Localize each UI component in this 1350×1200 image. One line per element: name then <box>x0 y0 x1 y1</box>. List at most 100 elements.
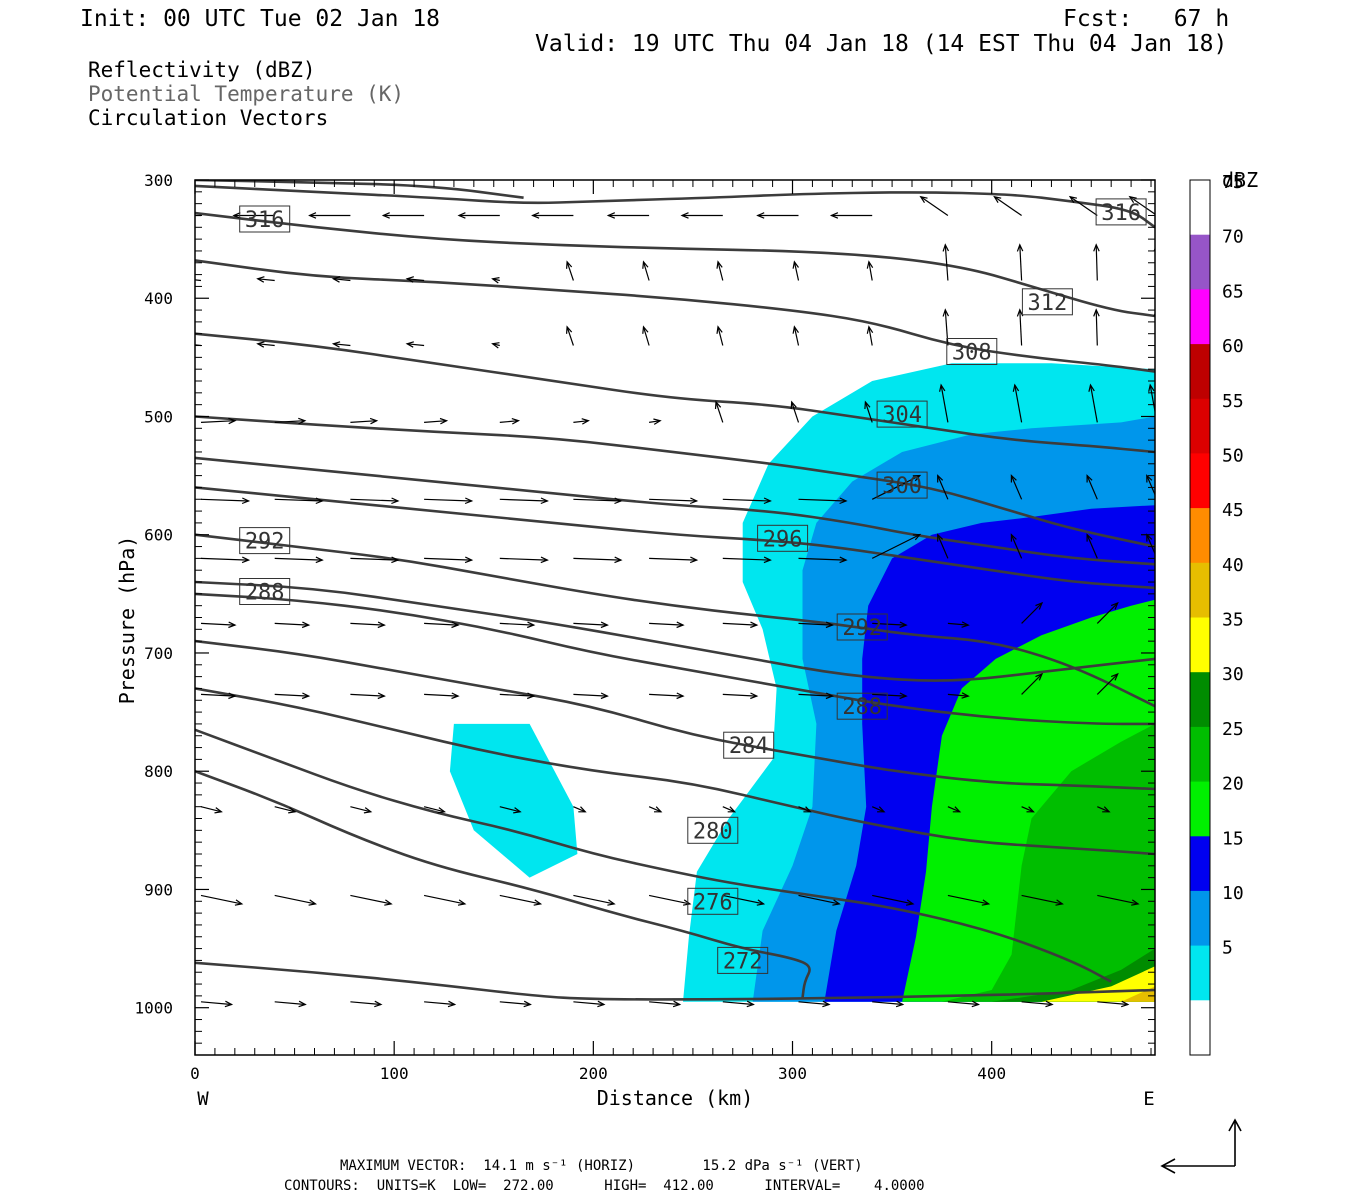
vector-arrow <box>1086 474 1098 500</box>
svg-text:300: 300 <box>882 474 922 499</box>
vector-arrow <box>947 806 962 813</box>
vector-arrow <box>722 556 772 564</box>
colorbar-segment <box>1190 453 1210 509</box>
vector-arrow <box>499 556 549 564</box>
contour-label-312: 312 <box>1021 288 1073 316</box>
vector-arrow <box>1097 806 1111 813</box>
colorbar-segment <box>1190 836 1210 892</box>
reflectivity-region-40-8 <box>1121 986 1155 1002</box>
vector-arrow <box>331 276 351 283</box>
colorbar-level-label: 15 <box>1222 828 1244 849</box>
theta-contour-288 <box>195 592 1155 726</box>
vector-arrow <box>499 1000 532 1008</box>
vector-arrow <box>1021 1000 1054 1008</box>
vector-arrow <box>1021 672 1044 695</box>
vector-arrow <box>1093 243 1100 281</box>
vector-arrow <box>1097 1000 1130 1008</box>
y-tick-label: 1000 <box>134 999 173 1018</box>
vector-arrow <box>573 894 616 906</box>
vector-arrow <box>722 1000 755 1008</box>
vector-arrow <box>722 692 759 700</box>
colorbar-level-label: 5 <box>1222 938 1233 959</box>
svg-text:288: 288 <box>842 695 882 720</box>
colorbar-segment <box>1190 1000 1210 1056</box>
vector-arrow <box>573 497 623 505</box>
colorbar-segment <box>1190 890 1210 947</box>
theta-contour-284 <box>195 639 1155 791</box>
vector-arrow <box>1021 601 1044 624</box>
vector-arrow <box>798 806 812 813</box>
vector-arrow <box>1093 308 1100 346</box>
contour-label-304: 304 <box>876 400 928 428</box>
colorbar-segment <box>1190 562 1210 618</box>
vector-arrow <box>649 692 685 700</box>
x-tick-label: 400 <box>977 1064 1006 1083</box>
vector-arrow <box>274 806 297 814</box>
vector-arrow <box>798 621 835 629</box>
vector-arrow <box>350 417 379 425</box>
colorbar-segment <box>1190 398 1210 454</box>
y-tick-label: 300 <box>144 171 173 190</box>
vector-arrow <box>942 308 950 346</box>
vector-arrow <box>200 417 237 425</box>
theta-contour-304 <box>195 332 1155 454</box>
vector-arrow <box>424 1000 457 1008</box>
colorbar-level-label: 70 <box>1222 227 1244 248</box>
vector-arrow <box>1157 674 1177 694</box>
contour-label-296: 296 <box>757 524 809 552</box>
colorbar-level-label: 45 <box>1222 500 1244 521</box>
vector-arrow <box>499 497 549 505</box>
vector-arrow <box>195 344 202 347</box>
vector-arrow <box>405 276 425 283</box>
vector-arrow <box>1068 195 1098 216</box>
vector-arrow <box>864 400 873 423</box>
maximum-vector-note: MAXIMUM VECTOR: 14.1 m s⁻¹ (HORIZ) 15.2 … <box>340 1158 863 1174</box>
contour-label-316: 316 <box>1095 198 1147 226</box>
vector-arrow <box>606 212 650 219</box>
vector-arrow <box>1012 383 1023 423</box>
vector-arrow <box>232 212 275 219</box>
vector-arrow <box>1157 807 1169 812</box>
theta-contour-316 <box>195 184 1155 229</box>
contours-note: CONTOURS: UNITS=K LOW= 272.00 HIGH= 412.… <box>284 1178 925 1194</box>
vector-arrow <box>350 556 400 564</box>
vector-arrow <box>798 1000 831 1008</box>
theta-contour-276 <box>195 728 1112 983</box>
contour-label-316: 316 <box>239 205 291 233</box>
vector-arrow <box>947 1000 981 1008</box>
colorbar-segment <box>1190 289 1210 345</box>
x-end-east: E <box>1143 1088 1154 1110</box>
vector-arrow <box>256 341 275 348</box>
colorbar-level-label: 60 <box>1222 336 1244 357</box>
axes: 300 400 500 600 700 800 900 1000 0 100 200 300 400 <box>134 171 1155 1083</box>
contour-label-292: 292 <box>836 613 888 641</box>
vector-arrow <box>648 894 692 906</box>
vector-arrow <box>1157 603 1177 623</box>
y-axis-label: Pressure (hPa) <box>115 536 139 705</box>
vector-arrow <box>792 325 800 346</box>
vector-arrow <box>937 533 949 559</box>
vector-arrow <box>716 325 724 346</box>
vector-arrow <box>947 621 970 628</box>
colorbar-title: dBZ <box>1222 168 1258 192</box>
colorbar-level-label: 35 <box>1222 610 1244 631</box>
vector-arrow <box>573 806 587 813</box>
vector-arrow <box>573 418 590 425</box>
vector-arrow <box>871 533 922 559</box>
colorbar-level-label: 50 <box>1222 445 1244 466</box>
colorbar-level-label: 55 <box>1222 391 1244 412</box>
vector-arrow <box>405 341 425 348</box>
vector-arrow <box>756 212 799 219</box>
x-end-west: W <box>197 1088 209 1110</box>
vector-arrow <box>274 497 324 505</box>
vector-arrow <box>1021 894 1064 906</box>
vector-arrow <box>871 806 886 813</box>
vector-arrow <box>714 400 724 423</box>
vector-arrow <box>308 212 351 219</box>
vector-arrow <box>350 621 386 629</box>
theta-contours <box>195 180 1155 1001</box>
vector-arrow <box>457 212 500 219</box>
theta-contour-292 <box>195 486 1155 590</box>
vector-arrow <box>1157 1001 1188 1007</box>
init-time: Init: 00 UTC Tue 02 Jan 18 <box>80 6 441 32</box>
